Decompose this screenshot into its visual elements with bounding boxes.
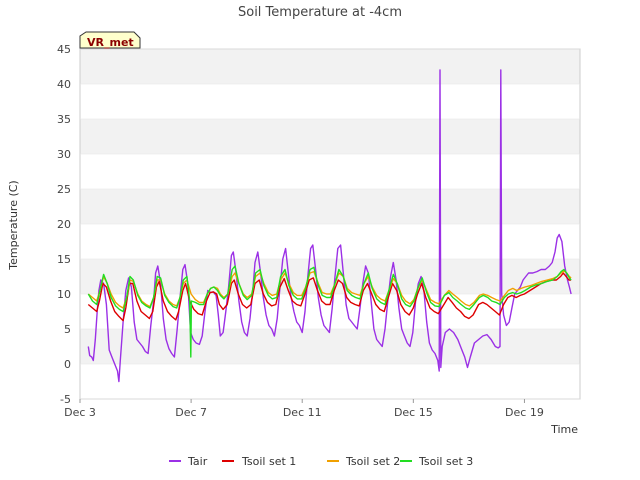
grid-band xyxy=(80,189,580,224)
legend: Tair Tsoil set 1 Tsoil set 2 Tsoil set 3 xyxy=(169,455,473,468)
series-line-tsoil-set-1 xyxy=(87,272,572,322)
y-tick-label: 30 xyxy=(57,148,71,161)
series-line-tsoil-set-3 xyxy=(87,265,572,358)
y-tick-label: 20 xyxy=(57,218,71,231)
y-tick-label: 0 xyxy=(64,358,71,371)
x-tick-label: Dec 15 xyxy=(394,406,433,419)
x-axis-label: Time xyxy=(550,423,578,436)
y-tick-label: 40 xyxy=(57,78,71,91)
grid-band xyxy=(80,119,580,154)
chart-title: Soil Temperature at -4cm xyxy=(238,5,402,20)
y-tick-label: 25 xyxy=(57,183,71,196)
legend-label: Tsoil set 2 xyxy=(345,455,400,468)
y-tick-label: 15 xyxy=(57,253,71,266)
series-lines xyxy=(87,69,572,383)
badge-box xyxy=(79,31,141,49)
y-tick-label: -5 xyxy=(60,393,71,406)
x-tick-label: Dec 19 xyxy=(505,406,544,419)
y-tick-label: 10 xyxy=(57,288,71,301)
y-axis-label: Temperature (C) xyxy=(7,180,20,270)
y-tick-label: 5 xyxy=(64,323,71,336)
legend-item: Tsoil set 2 xyxy=(327,455,400,468)
grid-band xyxy=(80,49,580,84)
x-axis-ticks: Dec 3 Dec 7 Dec 11 Dec 15 Dec 19 xyxy=(64,399,544,419)
legend-item: Tsoil set 3 xyxy=(400,455,473,468)
grid-band xyxy=(80,329,580,364)
legend-label: Tsoil set 1 xyxy=(241,455,296,468)
series-line-tair xyxy=(87,69,572,383)
y-tick-label: 45 xyxy=(57,43,71,56)
legend-label: Tsoil set 3 xyxy=(418,455,473,468)
x-tick-label: Dec 7 xyxy=(175,406,207,419)
y-tick-label: 35 xyxy=(57,113,71,126)
station-badge: VR_met xyxy=(79,31,141,49)
x-tick-label: Dec 3 xyxy=(64,406,96,419)
legend-item: Tair xyxy=(169,455,208,468)
x-tick-label: Dec 11 xyxy=(283,406,322,419)
legend-item: Tsoil set 1 xyxy=(222,455,296,468)
y-axis-ticks: -5 0 5 10 15 20 25 30 35 40 45 xyxy=(57,43,580,406)
badge-label: VR_met xyxy=(87,36,134,49)
legend-label: Tair xyxy=(187,455,208,468)
